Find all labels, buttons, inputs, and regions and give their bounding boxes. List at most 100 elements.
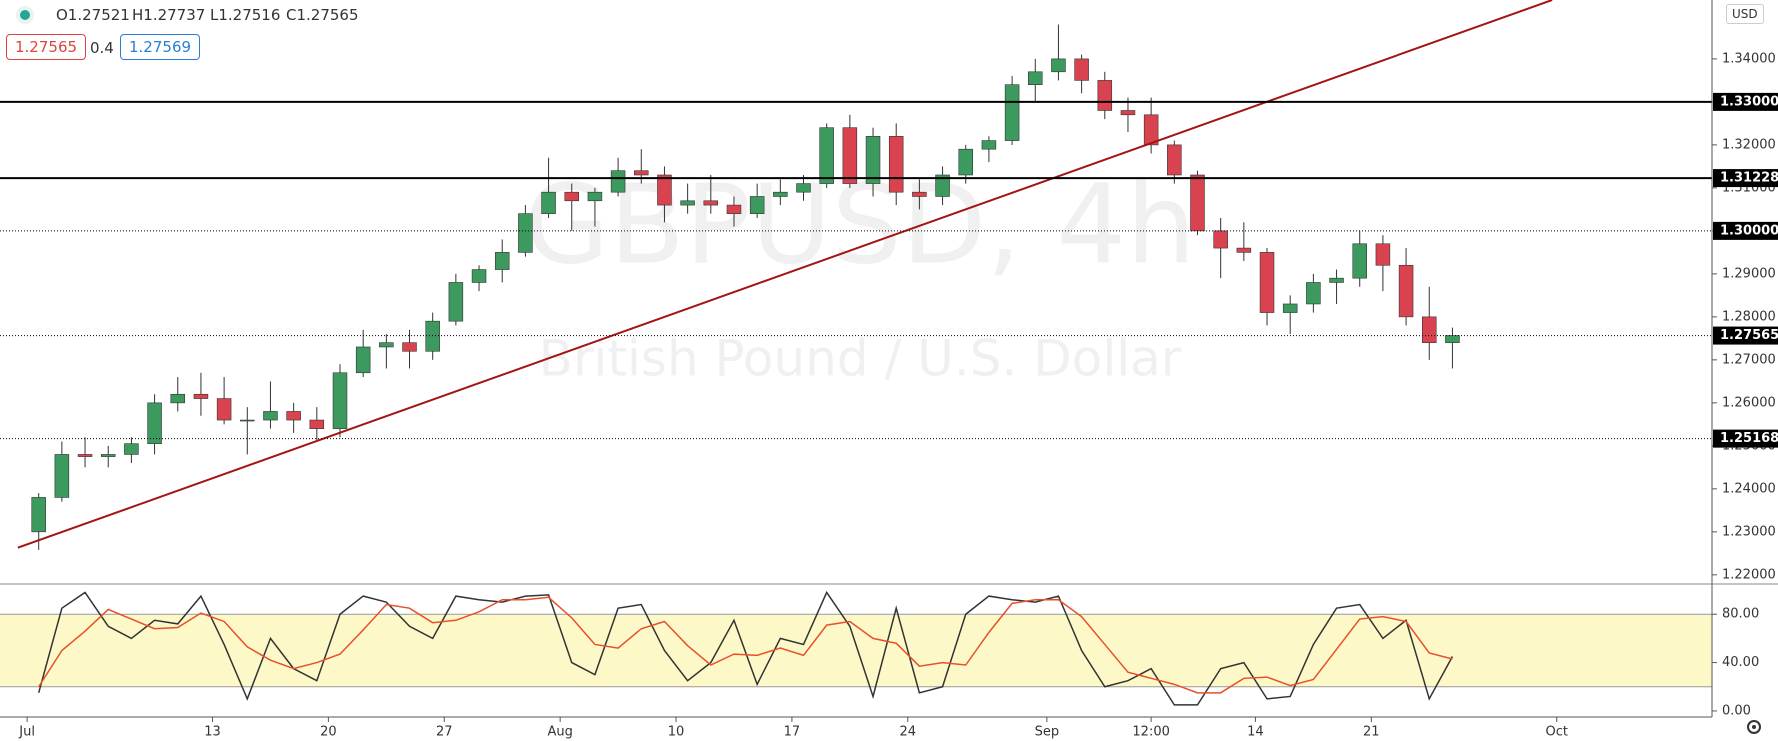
y-tick-label: 80.00 [1722, 607, 1759, 622]
watermark-subtitle: British Pound / U.S. Dollar [539, 330, 1182, 388]
candle-body [518, 213, 533, 253]
candle-body [1306, 282, 1321, 305]
candle-body [240, 419, 255, 422]
y-tick-label: 1.28000 [1722, 309, 1776, 324]
candle-body [31, 497, 46, 533]
candle-body [1190, 174, 1205, 232]
candle-body [587, 191, 603, 202]
symbol-icon[interactable] [12, 2, 42, 32]
candle-body [402, 342, 417, 352]
candle-body [912, 191, 927, 197]
candle-body [355, 346, 371, 374]
ohlc-open: O1.27521 [56, 6, 130, 24]
x-tick-label: Oct [1545, 725, 1567, 740]
candle-body [1398, 264, 1414, 318]
candle-body [796, 183, 811, 193]
candle-body [541, 191, 556, 214]
level-label-box [1713, 429, 1778, 448]
y-tick-label: 1.27000 [1722, 352, 1776, 367]
candle-body [170, 393, 186, 404]
x-tick-label: 21 [1363, 725, 1380, 740]
currency-button[interactable]: USD [1726, 4, 1764, 24]
level-label-box [1713, 221, 1778, 240]
candle-body [1375, 243, 1391, 266]
trend-line [17, 0, 1553, 549]
x-tick-label: 17 [784, 725, 801, 740]
candle-body [425, 320, 440, 352]
x-tick-label: Aug [547, 725, 572, 740]
spread: 0.4 [90, 39, 114, 57]
candle-body [263, 411, 278, 421]
candle-body [379, 342, 394, 348]
candle-body [1028, 71, 1043, 85]
candle-body [1004, 84, 1020, 141]
candle-body [77, 454, 93, 457]
candle-body [935, 174, 950, 197]
x-tick-label: Sep [1035, 725, 1060, 740]
candle-body [332, 372, 348, 429]
y-tick-label: 1.34000 [1722, 51, 1776, 66]
candle-body [471, 269, 487, 283]
y-tick-label: 1.23000 [1722, 524, 1776, 539]
candle-body [216, 398, 232, 421]
level-label-box [1713, 92, 1778, 111]
candle-body [448, 282, 464, 322]
candle-body [888, 135, 904, 193]
candle-body [1329, 277, 1344, 283]
y-tick-label: 1.26000 [1722, 395, 1776, 410]
x-tick-label: 12:00 [1132, 725, 1169, 740]
candle-body [842, 127, 858, 184]
watermark-title: GBPUSD, 4h [524, 160, 1196, 288]
candle-body [564, 191, 580, 202]
candle-body [1167, 144, 1182, 176]
y-tick-label: 1.22000 [1722, 567, 1776, 582]
candle-body [680, 200, 695, 206]
candle-body [1051, 58, 1066, 73]
candle-body [958, 148, 973, 176]
y-tick-label: 1.24000 [1722, 481, 1776, 496]
candle-body [1120, 110, 1136, 116]
candle-body [1259, 252, 1275, 313]
level-label-box [1713, 326, 1778, 345]
candle-body [610, 170, 626, 193]
oscillator-line [38, 596, 1453, 694]
candle-body [1074, 58, 1089, 81]
candle-body [1236, 247, 1252, 253]
candle-body [100, 454, 116, 457]
buy-price[interactable]: 1.27569 [120, 34, 201, 60]
oscillator-line [37, 590, 1454, 706]
y-tick-label: 40.00 [1722, 655, 1759, 670]
level-label: 1.33000 [1720, 94, 1778, 109]
level-label: 1.25168 [1720, 431, 1778, 446]
level-label: 1.27565 [1720, 328, 1778, 343]
candle-body [657, 174, 672, 206]
y-tick-label: 1.29000 [1722, 266, 1776, 281]
candle-body [634, 170, 649, 176]
candle-body [286, 411, 301, 421]
x-tick-label: 24 [900, 725, 917, 740]
sell-price[interactable]: 1.27565 [6, 34, 87, 60]
candle-body [1097, 80, 1113, 111]
x-tick-label: 10 [668, 725, 685, 740]
x-tick-label: 27 [436, 725, 453, 740]
candle-body [703, 200, 719, 206]
candle-body [981, 140, 997, 150]
level-label: 1.31228 [1720, 171, 1778, 186]
candle-body [726, 204, 742, 214]
candle-body [819, 127, 834, 184]
candle-body [1352, 243, 1367, 279]
candle-body [193, 393, 209, 399]
ohlc-low: L1.27516 [210, 6, 281, 24]
candle-body [54, 454, 70, 498]
candle-body [1445, 335, 1460, 343]
candle-body [1213, 230, 1228, 249]
candle-body [147, 402, 162, 444]
x-tick-label: Jul [18, 725, 35, 740]
ohlc-close: C1.27565 [286, 6, 359, 24]
candle-body [309, 419, 325, 429]
candle-body [865, 135, 881, 184]
settings-icon[interactable] [1742, 715, 1766, 739]
y-tick-label: 1.32000 [1722, 137, 1776, 152]
candle-body [1422, 316, 1437, 343]
